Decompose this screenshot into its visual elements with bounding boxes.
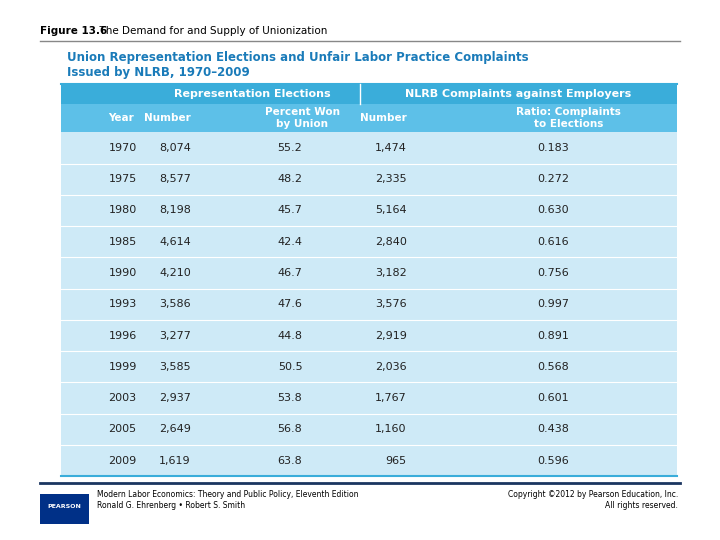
Text: 3,277: 3,277 <box>159 330 191 341</box>
Text: Representation Elections: Representation Elections <box>174 89 330 99</box>
FancyBboxPatch shape <box>61 289 677 320</box>
FancyBboxPatch shape <box>61 195 677 226</box>
Text: 1993: 1993 <box>109 299 137 309</box>
Text: 42.4: 42.4 <box>277 237 302 247</box>
Text: 0.601: 0.601 <box>537 393 569 403</box>
Text: 1,474: 1,474 <box>375 143 407 153</box>
Text: 2,919: 2,919 <box>375 330 407 341</box>
Text: 50.5: 50.5 <box>278 362 302 372</box>
Text: 0.596: 0.596 <box>537 456 569 465</box>
FancyBboxPatch shape <box>61 382 677 414</box>
FancyBboxPatch shape <box>61 84 677 104</box>
Text: 3,586: 3,586 <box>159 299 191 309</box>
Text: All rights reserved.: All rights reserved. <box>606 501 678 510</box>
Text: 0.438: 0.438 <box>537 424 569 434</box>
Text: 8,198: 8,198 <box>159 206 191 215</box>
Text: 45.7: 45.7 <box>277 206 302 215</box>
Text: 1,160: 1,160 <box>375 424 407 434</box>
Text: 2,937: 2,937 <box>159 393 191 403</box>
Text: 55.2: 55.2 <box>278 143 302 153</box>
Text: Percent Won
by Union: Percent Won by Union <box>265 107 340 129</box>
Text: 63.8: 63.8 <box>278 456 302 465</box>
FancyBboxPatch shape <box>61 320 677 351</box>
Text: Year: Year <box>109 113 134 123</box>
Text: NLRB Complaints against Employers: NLRB Complaints against Employers <box>405 89 631 99</box>
Text: 2,840: 2,840 <box>375 237 407 247</box>
Text: Number: Number <box>144 113 191 123</box>
Text: 2003: 2003 <box>109 393 137 403</box>
Text: Issued by NLRB, 1970–2009: Issued by NLRB, 1970–2009 <box>67 66 250 79</box>
FancyBboxPatch shape <box>40 494 89 524</box>
Text: Ratio: Complaints
to Elections: Ratio: Complaints to Elections <box>516 107 621 129</box>
FancyBboxPatch shape <box>61 132 677 164</box>
Text: 0.756: 0.756 <box>537 268 569 278</box>
Text: 1975: 1975 <box>109 174 137 184</box>
Text: 0.183: 0.183 <box>537 143 569 153</box>
Text: 3,585: 3,585 <box>159 362 191 372</box>
Text: 0.568: 0.568 <box>537 362 569 372</box>
FancyBboxPatch shape <box>61 104 677 132</box>
Text: 1999: 1999 <box>109 362 137 372</box>
Text: 1,767: 1,767 <box>375 393 407 403</box>
Text: 965: 965 <box>386 456 407 465</box>
Text: 2009: 2009 <box>109 456 137 465</box>
Text: 0.630: 0.630 <box>537 206 569 215</box>
Text: Modern Labor Economics: Theory and Public Policy, Eleventh Edition: Modern Labor Economics: Theory and Publi… <box>97 490 359 499</box>
Text: 3,576: 3,576 <box>375 299 407 309</box>
Text: 56.8: 56.8 <box>278 424 302 434</box>
FancyBboxPatch shape <box>61 445 677 476</box>
Text: 1996: 1996 <box>109 330 137 341</box>
Text: Ronald G. Ehrenberg • Robert S. Smith: Ronald G. Ehrenberg • Robert S. Smith <box>97 501 246 510</box>
FancyBboxPatch shape <box>61 258 677 289</box>
Text: 0.616: 0.616 <box>537 237 569 247</box>
Text: 0.997: 0.997 <box>537 299 569 309</box>
Text: 8,074: 8,074 <box>159 143 191 153</box>
Text: 47.6: 47.6 <box>277 299 302 309</box>
Text: 2,036: 2,036 <box>375 362 407 372</box>
Text: 8,577: 8,577 <box>159 174 191 184</box>
Text: 3,182: 3,182 <box>375 268 407 278</box>
Text: 1990: 1990 <box>109 268 137 278</box>
Text: The Demand for and Supply of Unionization: The Demand for and Supply of Unionizatio… <box>93 26 328 36</box>
Text: Union Representation Elections and Unfair Labor Practice Complaints: Union Representation Elections and Unfai… <box>67 51 528 64</box>
Text: 44.8: 44.8 <box>277 330 302 341</box>
Text: 0.891: 0.891 <box>537 330 569 341</box>
Text: 0.272: 0.272 <box>537 174 569 184</box>
Text: 2005: 2005 <box>109 424 137 434</box>
Text: 48.2: 48.2 <box>277 174 302 184</box>
Text: Copyright ©2012 by Pearson Education, Inc.: Copyright ©2012 by Pearson Education, In… <box>508 490 678 499</box>
FancyBboxPatch shape <box>61 164 677 195</box>
Text: Number: Number <box>360 113 407 123</box>
Text: PEARSON: PEARSON <box>47 504 81 509</box>
FancyBboxPatch shape <box>61 351 677 382</box>
Text: Figure 13.6: Figure 13.6 <box>40 26 107 36</box>
Text: 1980: 1980 <box>109 206 137 215</box>
FancyBboxPatch shape <box>61 226 677 258</box>
Text: 4,210: 4,210 <box>159 268 191 278</box>
Text: 46.7: 46.7 <box>277 268 302 278</box>
Text: 53.8: 53.8 <box>278 393 302 403</box>
Text: 2,335: 2,335 <box>375 174 407 184</box>
FancyBboxPatch shape <box>61 414 677 445</box>
Text: 1985: 1985 <box>109 237 137 247</box>
Text: 4,614: 4,614 <box>159 237 191 247</box>
Text: 1,619: 1,619 <box>159 456 191 465</box>
Text: 5,164: 5,164 <box>375 206 407 215</box>
Text: 1970: 1970 <box>109 143 137 153</box>
Text: 2,649: 2,649 <box>159 424 191 434</box>
